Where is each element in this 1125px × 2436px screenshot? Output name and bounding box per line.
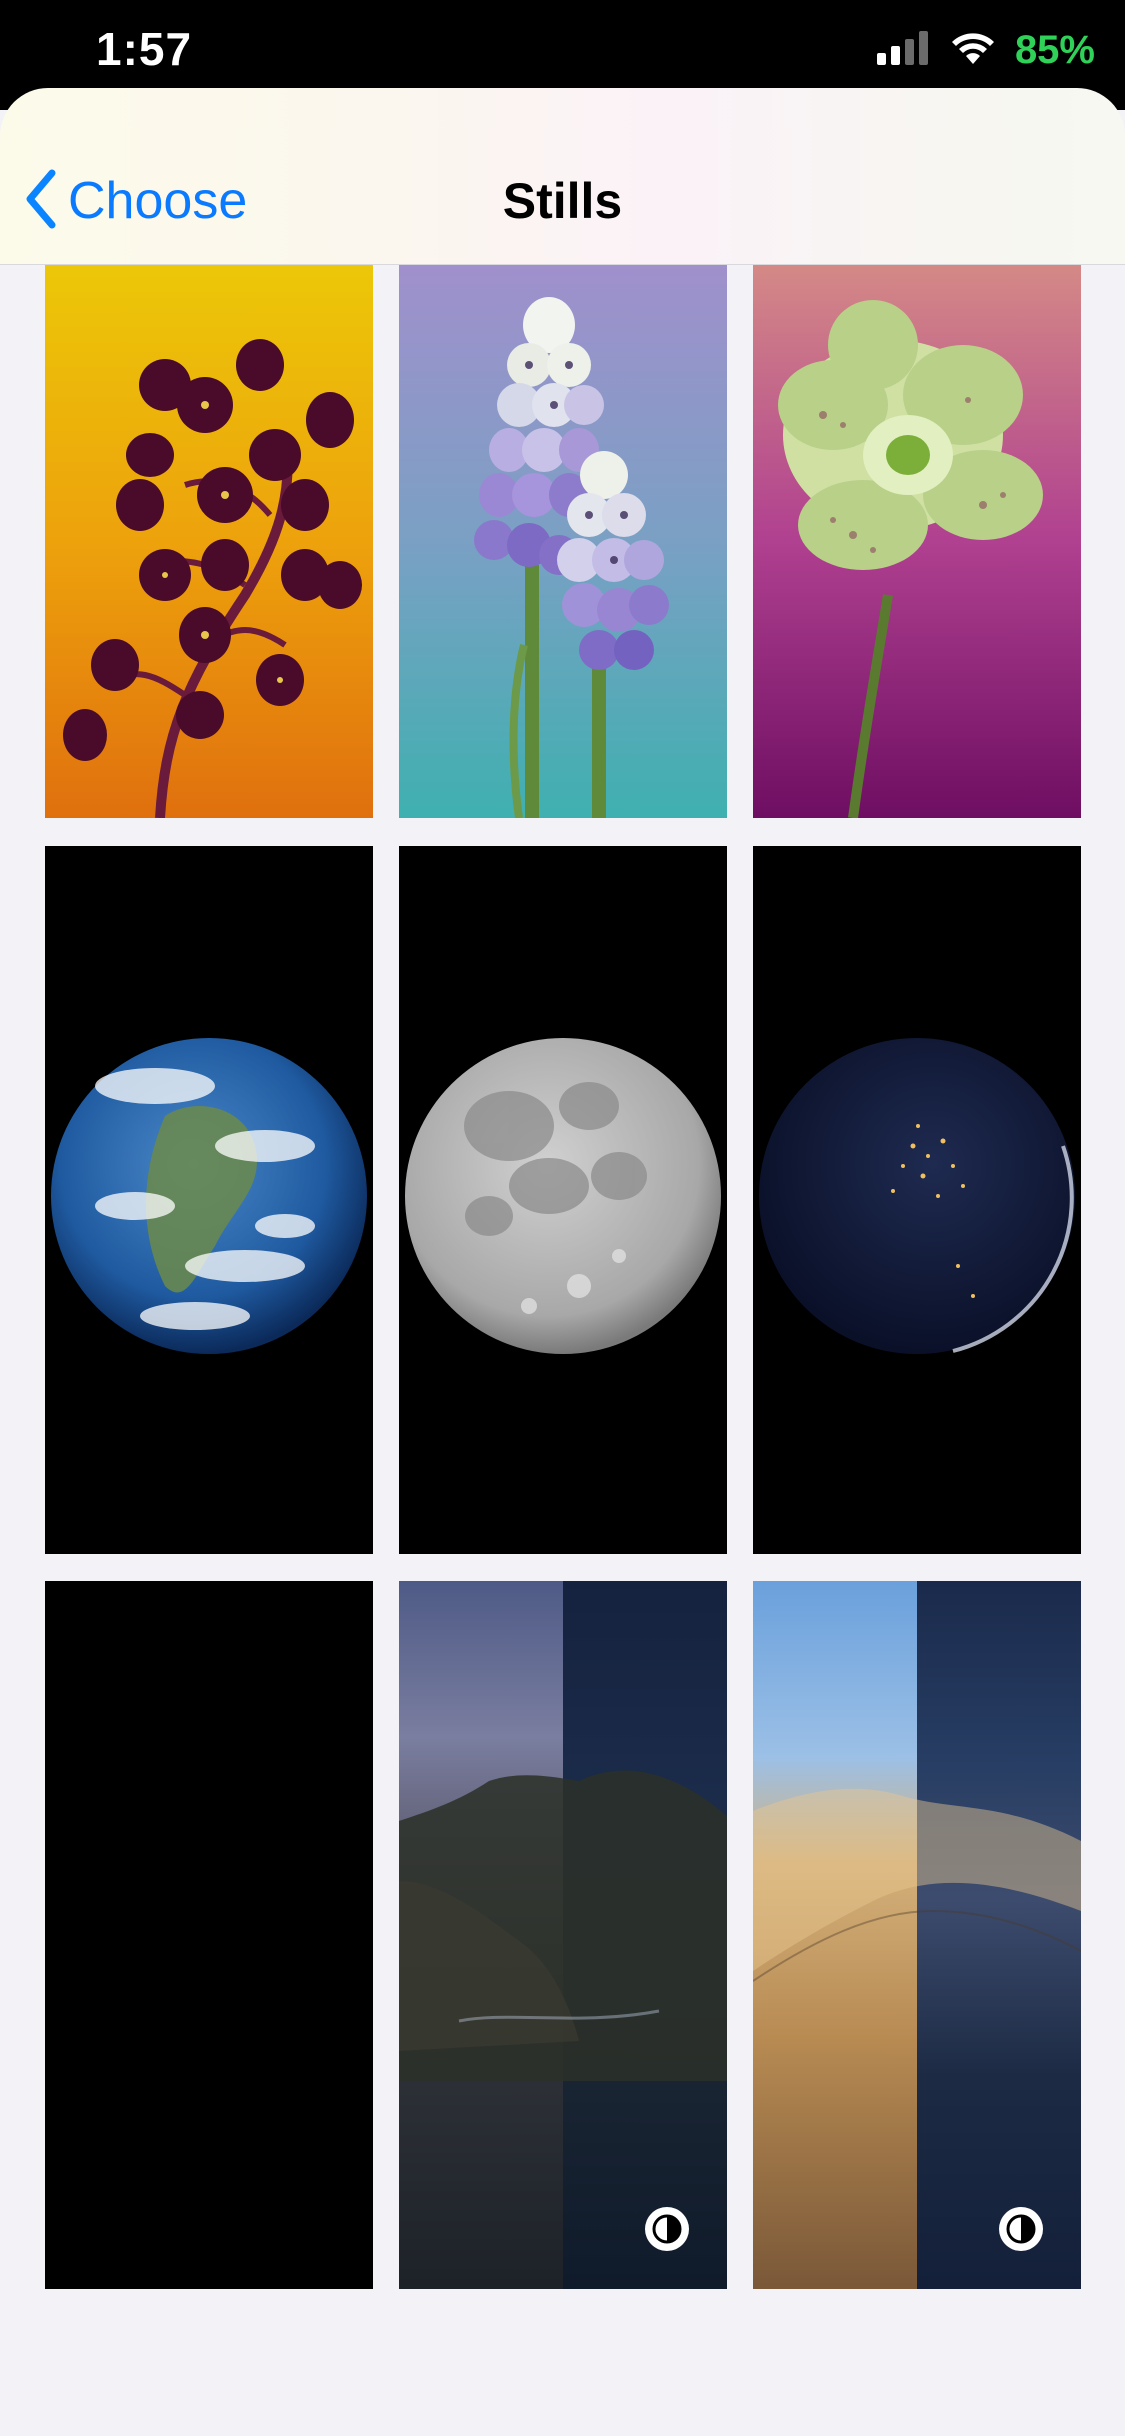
wallpaper-fritillaria[interactable]	[45, 265, 373, 818]
hellebore-flower-image	[778, 300, 1043, 818]
back-button[interactable]: Choose	[24, 166, 247, 236]
earth-night-image	[759, 1038, 1075, 1354]
appearance-toggle-icon	[997, 2205, 1045, 2253]
fritillaria-flower-image	[63, 339, 362, 818]
catalina-island-image	[399, 1770, 727, 2081]
battery-percentage: 85%	[1014, 28, 1095, 72]
cellular-signal-icon	[876, 31, 931, 70]
moon-image	[405, 1038, 721, 1354]
wallpaper-earth[interactable]	[45, 846, 373, 1554]
back-button-label: Choose	[68, 172, 248, 230]
wallpaper-earth-night[interactable]	[753, 846, 1081, 1554]
wallpaper-black[interactable]	[45, 1581, 373, 2289]
page-title: Stills	[502, 173, 623, 229]
wallpaper-catalina[interactable]	[399, 1581, 727, 2289]
earth-image	[51, 1038, 367, 1354]
mojave-dunes-image	[753, 1788, 1081, 1982]
mojave-dark-half	[917, 1581, 1081, 2289]
wallpaper-hellebore[interactable]	[753, 265, 1081, 818]
appearance-toggle-icon	[643, 2205, 691, 2253]
wifi-icon	[949, 30, 997, 71]
wallpaper-mojave[interactable]	[753, 1581, 1081, 2289]
mojave-light-half	[753, 1581, 917, 2289]
wallpaper-moon[interactable]	[399, 846, 727, 1554]
wallpaper-grape-hyacinth[interactable]	[399, 265, 727, 818]
chevron-left-icon	[24, 169, 58, 234]
navigation-bar: Choose Stills	[0, 88, 1125, 265]
grape-hyacinth-flower-image	[474, 297, 669, 818]
status-time: 1:57	[96, 23, 193, 75]
status-icons: 85%	[876, 28, 1095, 73]
